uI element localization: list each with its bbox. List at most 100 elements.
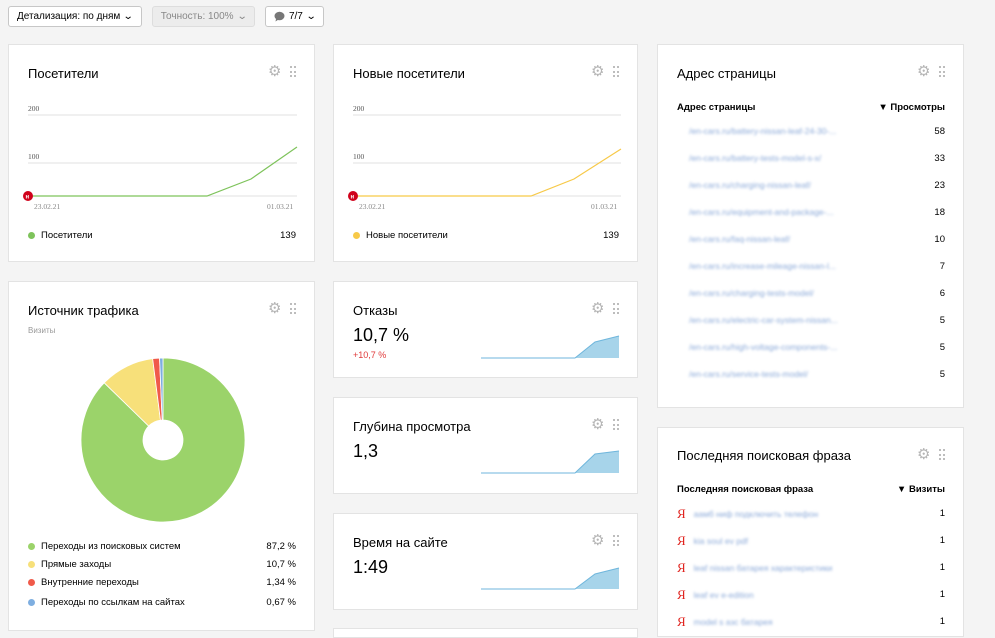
gear-icon[interactable]: ⚙ — [917, 446, 931, 463]
widget-title: Отказы — [353, 303, 398, 318]
accuracy-select[interactable]: Точность: 100% ⌄ — [151, 6, 255, 27]
table-row[interactable]: /en-cars.ru/charging-nissan-leaf/23 — [677, 180, 945, 191]
column-header-page[interactable]: Адрес страницы — [677, 102, 756, 113]
legend-value: 1,34 % — [266, 577, 296, 588]
page-url-link[interactable]: /en-cars.ru/battery-tests-model-s-x/ — [689, 153, 822, 163]
legend-dot-icon — [353, 231, 360, 239]
search-phrase-link[interactable]: model s азс батарея — [693, 616, 773, 627]
legend-dot-icon — [28, 231, 35, 239]
search-phrase-link[interactable]: аамб ниф подключить телефон — [693, 508, 819, 519]
y-tick: 200 — [28, 104, 40, 113]
legend-value: 139 — [280, 230, 296, 241]
legend-label: Внутренние переходы — [41, 577, 139, 588]
legend-label: Посетители — [41, 230, 93, 241]
views-value: 5 — [939, 369, 945, 380]
legend-row[interactable]: Посетители 139 — [28, 230, 296, 241]
marker-icon[interactable] — [348, 191, 358, 201]
chevron-down-icon: ⌄ — [305, 11, 317, 22]
table-row[interactable]: /en-cars.ru/increase-mileage-nissan-l...… — [677, 261, 945, 272]
column-header-views[interactable]: ▼ Просмотры — [878, 102, 945, 113]
gear-icon[interactable]: ⚙ — [591, 532, 605, 549]
legend-label: Новые посетители — [366, 230, 448, 241]
views-value: 7 — [939, 261, 945, 272]
drag-handle-icon[interactable] — [290, 303, 296, 315]
table-row[interactable]: /en-cars.ru/charging-tests-model/6 — [677, 288, 945, 299]
metric-value: 1,3 — [353, 441, 379, 461]
page-url-link[interactable]: /en-cars.ru/service-tests-model/ — [689, 369, 809, 379]
legend-row[interactable]: Переходы по ссылкам на сайтах 0,67 % — [28, 597, 296, 608]
legend-label: Прямые заходы — [41, 559, 112, 570]
legend-value: 139 — [603, 230, 619, 241]
widget-tools: ⚙ — [268, 300, 296, 317]
search-phrase-link[interactable]: leaf nissan батарея характеристики — [693, 562, 833, 573]
drag-handle-icon[interactable] — [939, 66, 945, 78]
page-url-link[interactable]: /en-cars.ru/high-voltage-components-... — [689, 342, 838, 352]
table-row[interactable]: /en-cars.ru/service-tests-model/5 — [677, 369, 945, 380]
table-row[interactable]: /en-cars.ru/high-voltage-components-... 5 — [677, 342, 945, 353]
views-value: 5 — [939, 342, 945, 353]
metric-value: 10,7 % — [353, 325, 410, 345]
traffic-donut-chart[interactable] — [79, 356, 247, 524]
table-row[interactable]: /en-cars.ru/faq-nissan-leaf/10 — [677, 234, 945, 245]
donut-slice[interactable] — [80, 357, 246, 523]
toolbar: Детализация: по дням ⌄ Точность: 100% ⌄ … — [8, 6, 325, 27]
widget-tools: ⚙ — [591, 416, 619, 433]
visitors-chart: 200 100 н 23.02.21 01.03.21 — [23, 104, 298, 211]
visitors-widget: Посетители ⚙ 200 100 н 23.02.21 01.03.21… — [8, 44, 315, 262]
table-row[interactable]: /en-cars.ru/battery-nissan-leaf-24-30-..… — [677, 126, 945, 137]
drag-handle-icon[interactable] — [613, 303, 619, 315]
search-phrase-link[interactable]: leaf ev e-edition — [693, 589, 754, 600]
drag-handle-icon[interactable] — [290, 66, 296, 78]
legend-dot-icon — [28, 598, 35, 606]
widget-tools: ⚙ — [591, 532, 619, 549]
new-visitors-widget: Новые посетители ⚙ 200 100 н 23.02.21 01… — [333, 44, 638, 262]
widget-tools: ⚙ — [268, 63, 296, 80]
page-url-link[interactable]: /en-cars.ru/charging-nissan-leaf/ — [689, 180, 811, 190]
segments-select[interactable]: 7/7 ⌄ — [264, 6, 325, 27]
widget-tools: ⚙ — [591, 300, 619, 317]
legend-row[interactable]: Прямые заходы 10,7 % — [28, 559, 296, 570]
search-phrase-link[interactable]: kia soul ev pdf — [693, 535, 749, 546]
legend-row[interactable]: Внутренние переходы 1,34 % — [28, 577, 296, 588]
detail-label: Детализация: по дням — [17, 11, 121, 22]
y-tick: 200 — [353, 104, 365, 113]
table-row[interactable]: /en-cars.ru/equipment-and-package-... 18 — [677, 207, 945, 218]
marker-icon[interactable] — [23, 191, 33, 201]
table-row[interactable]: /en-cars.ru/electric-car-system-nissan..… — [677, 315, 945, 326]
gear-icon[interactable]: ⚙ — [268, 300, 282, 317]
drag-handle-icon[interactable] — [613, 419, 619, 431]
x-tick: 01.03.21 — [591, 202, 618, 211]
table-row[interactable]: /en-cars.ru/battery-tests-model-s-x/33 — [677, 153, 945, 164]
visits-value: 1 — [939, 616, 945, 627]
gear-icon[interactable]: ⚙ — [591, 63, 605, 80]
widget-title: Посетители — [28, 66, 99, 81]
page-url-link[interactable]: /en-cars.ru/equipment-and-package-... — [689, 207, 834, 217]
gear-icon[interactable]: ⚙ — [268, 63, 282, 80]
gear-icon[interactable]: ⚙ — [917, 63, 931, 80]
page-url-link[interactable]: /en-cars.ru/increase-mileage-nissan-l... — [689, 261, 836, 271]
drag-handle-icon[interactable] — [939, 449, 945, 461]
page-url-link[interactable]: /en-cars.ru/electric-car-system-nissan..… — [689, 315, 838, 325]
detail-select[interactable]: Детализация: по дням ⌄ — [8, 6, 142, 27]
legend-row[interactable]: Новые посетители 139 — [353, 230, 619, 241]
gear-icon[interactable]: ⚙ — [591, 416, 605, 433]
legend-dot-icon — [28, 542, 35, 550]
drag-handle-icon[interactable] — [613, 66, 619, 78]
donut-slice[interactable] — [159, 357, 164, 421]
legend-row[interactable]: Переходы из поисковых систем 87,2 % — [28, 541, 296, 552]
gear-icon[interactable]: ⚙ — [591, 300, 605, 317]
drag-handle-icon[interactable] — [613, 535, 619, 547]
yandex-icon: Я — [677, 587, 686, 602]
page-url-link[interactable]: /en-cars.ru/faq-nissan-leaf/ — [689, 234, 791, 244]
column-header-phrase[interactable]: Последняя поисковая фраза — [677, 484, 814, 495]
column-header-visits[interactable]: ▼ Визиты — [896, 484, 945, 495]
views-value: 33 — [934, 153, 945, 164]
page-url-link[interactable]: /en-cars.ru/charging-tests-model/ — [689, 288, 814, 298]
views-value: 23 — [934, 180, 945, 191]
page-url-link[interactable]: /en-cars.ru/battery-nissan-leaf-24-30-..… — [689, 126, 837, 136]
